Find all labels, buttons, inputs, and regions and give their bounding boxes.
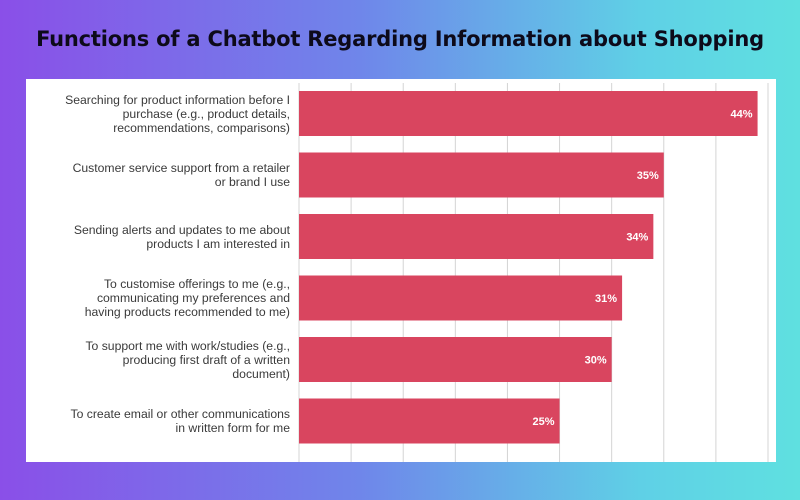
- bar-value-label: 44%: [731, 109, 753, 121]
- category-label-text: Sending alerts and updates to me about pr…: [74, 223, 290, 251]
- category-label-line: To customise offerings to me (e.g.,: [103, 277, 290, 291]
- category-label: To support me with work/studies (e.g., pr…: [32, 333, 290, 386]
- category-label-text: To create email or other communications i…: [71, 407, 290, 435]
- category-label-line: having products recommended to me): [84, 305, 290, 319]
- category-label-text: To support me with work/studies (e.g., pr…: [85, 339, 290, 381]
- category-label: Sending alerts and updates to me about pr…: [32, 210, 290, 263]
- category-label-text: Customer service support from a retailer…: [73, 161, 290, 189]
- category-label-line: Customer service support from a retailer: [72, 161, 290, 175]
- bar-value-label: 34%: [626, 232, 648, 244]
- bar: [299, 398, 560, 444]
- category-label: To customise offerings to me (e.g., commu…: [32, 272, 290, 325]
- bar: [299, 214, 654, 259]
- category-label: Searching for product information before…: [32, 87, 290, 140]
- category-label-line: recommendations, comparisons): [113, 120, 290, 135]
- category-label-line: communicating my preferences and: [96, 291, 290, 305]
- category-label: Customer service support from a retailer…: [32, 149, 290, 202]
- category-label-line: Searching for product information before…: [65, 92, 290, 107]
- category-label-line: or brand I use: [214, 175, 290, 189]
- category-label-line: producing first draft of a written: [122, 352, 290, 367]
- category-label-line: Sending alerts and updates to me about: [73, 222, 290, 237]
- bar-value-label: 35%: [637, 170, 659, 182]
- bar: [299, 152, 664, 198]
- chart-panel: 44% 35% 34% 31% 30% 25% Searching for product…: [26, 79, 776, 462]
- category-label-line: products I am interested in: [146, 236, 290, 251]
- bar: [299, 337, 612, 382]
- bar: [299, 275, 623, 321]
- category-label: To create email or other communications i…: [32, 395, 290, 448]
- category-label-line: document): [232, 366, 290, 381]
- bar-value-label: 25%: [533, 416, 555, 428]
- bar-value-label: 31%: [595, 293, 617, 305]
- bar-chart: 44% 35% 34% 31% 30% 25%: [298, 83, 769, 462]
- category-label-line: To support me with work/studies (e.g.,: [85, 338, 290, 353]
- category-label-text: Searching for product information before…: [65, 93, 290, 135]
- bar: [299, 91, 758, 136]
- category-label-text: To customise offerings to me (e.g., commu…: [85, 277, 290, 319]
- category-label-line: To create email or other communications: [70, 407, 290, 421]
- chart-title: Functions of a Chatbot Regarding Informa…: [36, 27, 764, 51]
- category-label-line: in written form for me: [175, 421, 290, 435]
- bar-value-label: 30%: [585, 355, 607, 367]
- category-label-line: purchase (e.g., product details,: [122, 106, 290, 121]
